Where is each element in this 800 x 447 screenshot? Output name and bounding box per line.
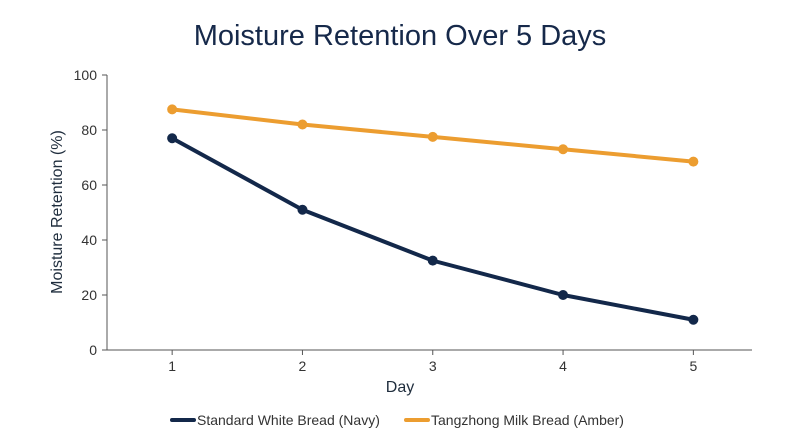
data-point bbox=[297, 204, 308, 215]
y-tick-label: 60 bbox=[81, 177, 97, 193]
legend-label: Standard White Bread (Navy) bbox=[197, 412, 380, 428]
y-axis-ticks: 0 20 40 60 80 100 bbox=[74, 67, 107, 358]
data-point bbox=[688, 314, 699, 325]
data-point bbox=[427, 255, 438, 266]
series-1 bbox=[167, 133, 699, 325]
legend-item: Tangzhong Milk Bread (Amber) bbox=[404, 412, 624, 428]
data-point bbox=[558, 290, 569, 300]
data-point bbox=[427, 131, 438, 142]
plot-area: 0 20 40 60 80 100 1 2 3 4 5 bbox=[74, 67, 752, 374]
chart-title: Moisture Retention Over 5 Days bbox=[194, 20, 607, 52]
data-point bbox=[558, 144, 569, 155]
data-point bbox=[688, 156, 699, 167]
y-tick-label: 80 bbox=[81, 122, 97, 138]
y-tick-label: 100 bbox=[74, 67, 98, 83]
x-axis-ticks: 1 2 3 4 5 bbox=[168, 350, 697, 374]
data-point bbox=[167, 104, 178, 115]
x-axis-label: Day bbox=[386, 379, 414, 396]
y-tick-label: 20 bbox=[81, 287, 97, 303]
legend-label: Tangzhong Milk Bread (Amber) bbox=[431, 412, 624, 428]
y-axis-label: Moisture Retention (%) bbox=[49, 130, 66, 294]
x-tick-label: 2 bbox=[299, 358, 307, 374]
data-point bbox=[297, 119, 308, 130]
x-tick-label: 5 bbox=[689, 358, 697, 374]
legend: Standard White Bread (Navy) Tangzhong Mil… bbox=[170, 412, 624, 428]
series-2 bbox=[167, 104, 699, 167]
series-line bbox=[170, 136, 696, 322]
x-tick-label: 3 bbox=[429, 358, 437, 374]
x-tick-label: 1 bbox=[168, 358, 176, 374]
data-point bbox=[167, 133, 178, 144]
legend-item: Standard White Bread (Navy) bbox=[170, 412, 380, 428]
x-tick-label: 4 bbox=[559, 358, 567, 374]
y-tick-label: 40 bbox=[81, 232, 97, 248]
y-tick-label: 0 bbox=[89, 342, 97, 358]
series-layer bbox=[167, 104, 699, 325]
